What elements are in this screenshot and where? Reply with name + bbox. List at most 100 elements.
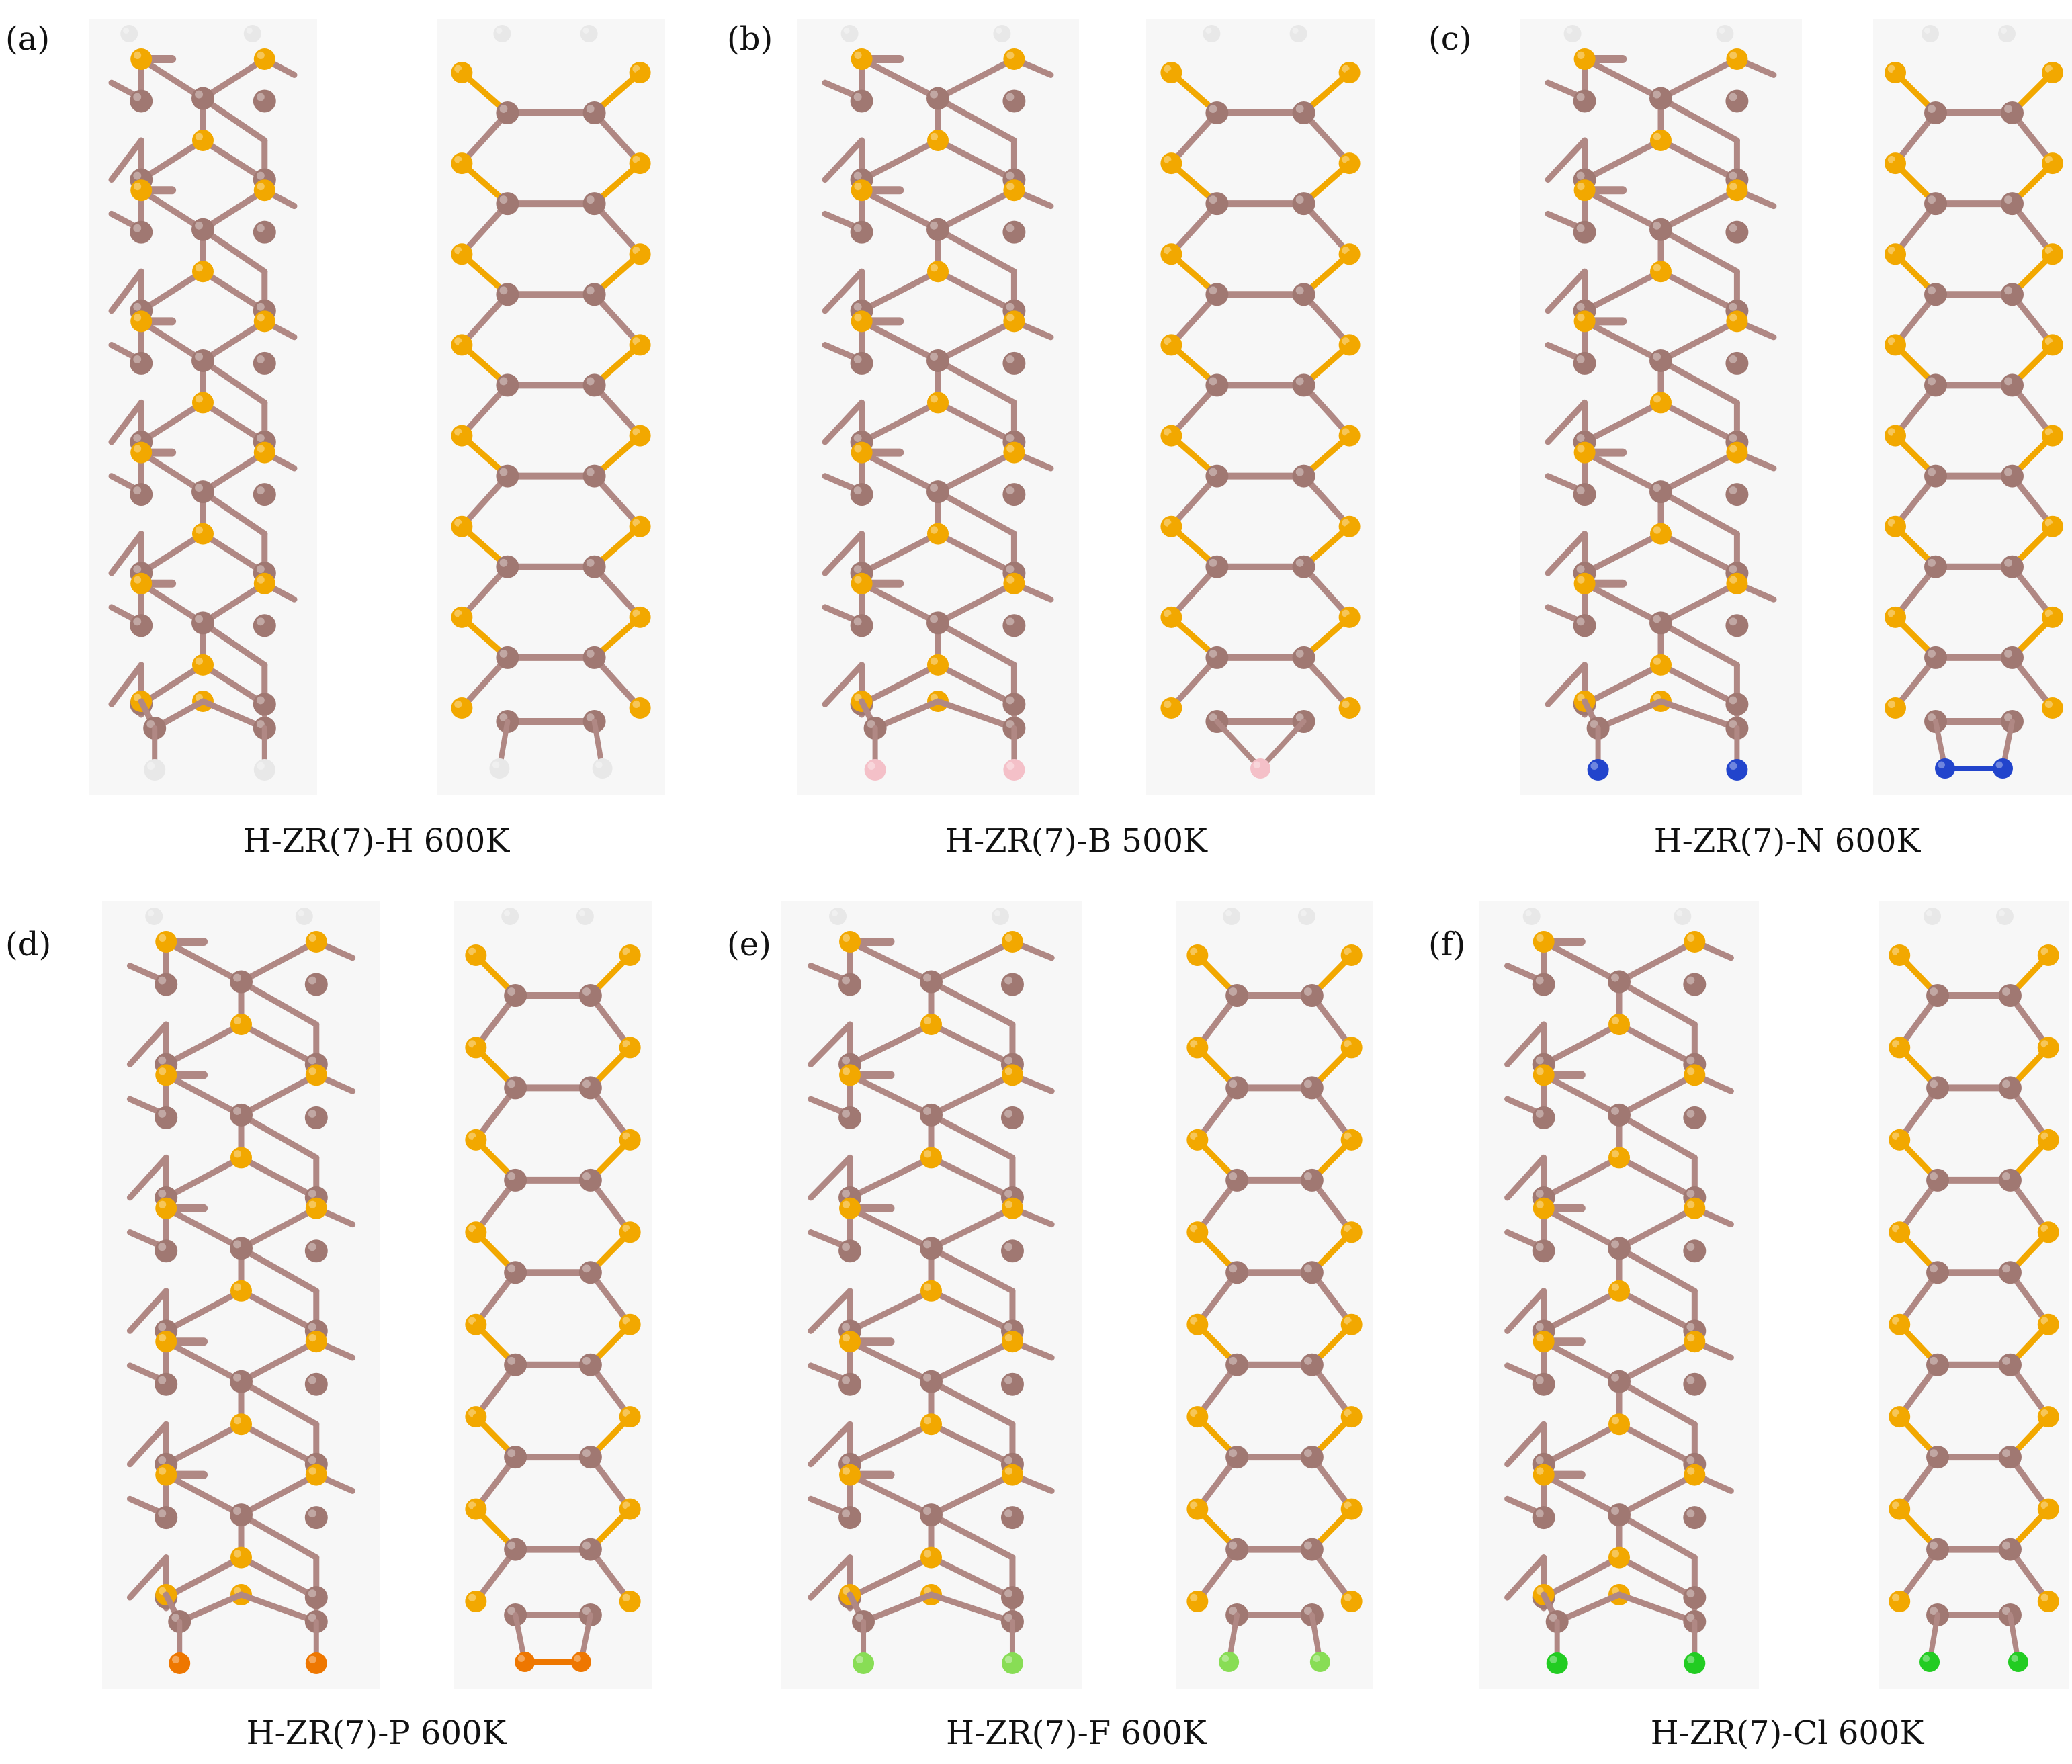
caption-c: H-ZR(7)-N 600K <box>1653 822 1921 860</box>
carbon-atom <box>1649 611 1672 635</box>
carbon-atom <box>1683 1239 1707 1263</box>
hydrogen-atom-highlight <box>831 910 838 916</box>
carbon-atom <box>582 192 606 216</box>
sulfur-atom-highlight <box>842 1334 851 1342</box>
bond <box>935 580 1017 626</box>
carbon-atom <box>130 89 153 113</box>
carbon-atom <box>1205 192 1229 216</box>
bond <box>138 662 206 707</box>
bond <box>1616 1112 1698 1161</box>
bond <box>163 1338 245 1385</box>
carbon-atom-highlight <box>507 1541 516 1550</box>
edge-atom-highlight <box>1006 762 1015 770</box>
bond <box>238 1472 320 1518</box>
carbon-atom-highlight <box>158 1323 167 1331</box>
sulfur-atom <box>839 1464 861 1486</box>
bond <box>935 619 1017 668</box>
carbon-atom-highlight <box>1303 1607 1312 1615</box>
carbon-atom-highlight <box>158 1243 167 1251</box>
carbon-atom <box>1300 1168 1324 1192</box>
carbon-atom-highlight <box>1303 1356 1312 1365</box>
sulfur-atom-highlight <box>1887 700 1895 708</box>
sulfur-atom-highlight <box>134 51 142 59</box>
bond <box>1545 531 1588 576</box>
hydrogen-atom <box>1289 25 1307 42</box>
bond <box>163 1205 245 1251</box>
carbon-atom <box>230 1370 253 1393</box>
sulfur-atom-highlight <box>854 314 862 322</box>
bond <box>1541 1205 1623 1251</box>
carbon-atom <box>1725 483 1749 506</box>
sulfur-atom-highlight <box>854 445 862 453</box>
carbon-atom-highlight <box>195 484 203 492</box>
carbon-atom-highlight <box>1535 1243 1544 1251</box>
bond <box>200 619 268 668</box>
carbon-atom-highlight <box>256 355 265 363</box>
edge-atom <box>1993 758 2013 779</box>
sulfur-atom-highlight <box>159 934 167 942</box>
sulfur-atom <box>851 48 873 70</box>
sulfur-atom-highlight <box>257 183 265 191</box>
hydrogen-atom-highlight <box>148 910 155 916</box>
carbon-atom-highlight <box>1928 377 1936 386</box>
carbon-atom <box>1608 1237 1631 1260</box>
sulfur-atom <box>1573 179 1596 202</box>
sulfur-atom <box>920 1546 942 1569</box>
carbon-atom <box>1002 614 1026 637</box>
bond <box>1504 1154 1547 1201</box>
carbon-atom-highlight <box>256 224 265 232</box>
bond <box>1616 1554 1698 1601</box>
bond <box>238 1338 320 1385</box>
bond <box>935 226 1017 275</box>
carbon-atom-highlight <box>582 987 591 996</box>
bond <box>847 1205 935 1251</box>
carbon-atom-highlight <box>1686 1323 1695 1331</box>
sulfur-atom <box>851 310 873 333</box>
carbon-atom-highlight <box>1303 987 1312 996</box>
sulfur-atom-highlight <box>1536 1200 1544 1208</box>
carbon-atom-highlight <box>1930 1172 1938 1180</box>
carbon-atom-highlight <box>158 1376 167 1384</box>
sulfur-atom-highlight <box>159 1200 167 1208</box>
bond <box>1616 1245 1698 1294</box>
carbon-atom-highlight <box>1535 1509 1544 1518</box>
bond <box>126 1421 169 1468</box>
carbon-atom-highlight <box>586 286 595 295</box>
caption-b: H-ZR(7)-B 500K <box>945 822 1207 860</box>
carbon-atom-highlight <box>133 171 142 180</box>
bond <box>138 268 206 314</box>
bond <box>1541 1021 1623 1068</box>
carbon-atom-highlight <box>1209 105 1217 113</box>
carbon-atom-highlight <box>256 171 265 180</box>
panel-label-d: (d) <box>5 926 52 963</box>
carbon-atom-highlight <box>2004 649 2012 658</box>
hydrogen-atom <box>295 908 313 925</box>
carbon-atom-highlight <box>1576 565 1585 574</box>
bond <box>200 95 268 144</box>
bond <box>928 1378 1016 1427</box>
carbon-atom-highlight <box>308 1456 316 1464</box>
bond <box>138 56 206 102</box>
bond <box>935 357 1017 406</box>
carbon-atom <box>1225 1446 1249 1469</box>
carbon-atom <box>1000 1239 1024 1263</box>
carbon-atom <box>2001 555 2024 578</box>
carbon-atom <box>2001 101 2024 124</box>
carbon-atom-highlight <box>308 1509 316 1518</box>
carbon-atom-highlight <box>1295 558 1304 567</box>
bond <box>822 531 865 576</box>
carbon-atom-highlight <box>1004 1589 1012 1598</box>
carbon-atom <box>582 283 606 306</box>
bond <box>935 137 1017 183</box>
carbon-atom <box>850 89 873 113</box>
sulfur-atom <box>1608 1413 1630 1436</box>
bond <box>847 1338 935 1385</box>
carbon-atom <box>582 646 606 669</box>
carbon-atom-highlight <box>1535 1456 1544 1464</box>
carbon-atom-highlight <box>1930 987 1938 996</box>
bond <box>138 531 206 576</box>
carbon-atom-highlight <box>233 1107 241 1115</box>
carbon-atom <box>1649 349 1672 372</box>
carbon-atom <box>230 970 253 994</box>
sulfur-atom-highlight <box>1653 657 1661 665</box>
